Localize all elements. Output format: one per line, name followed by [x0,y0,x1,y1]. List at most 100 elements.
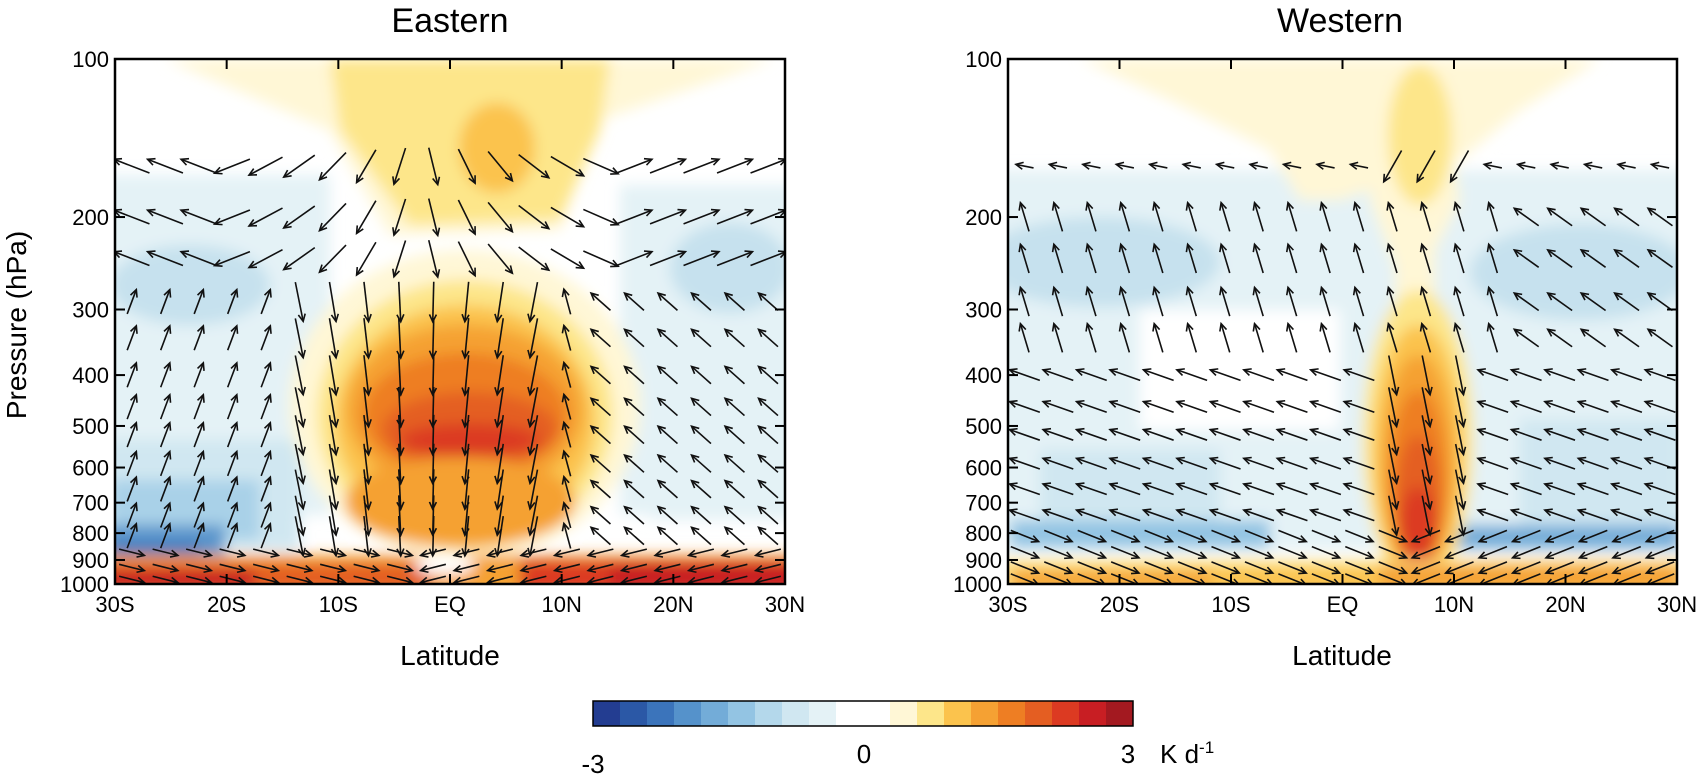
wind-vector [1513,292,1540,312]
wind-vector-head [552,564,563,574]
wind-vector [1647,207,1673,227]
wind-vector-head [1411,578,1419,584]
wind-vector [554,575,581,584]
wind-vector-head [1443,551,1454,560]
wind-vector [453,548,480,557]
wind-vector-head [1643,399,1654,408]
wind-vector-head [230,324,239,334]
wind-vector [226,394,238,420]
wind-vector-head [1219,242,1228,253]
wind-vector-head [1066,578,1073,584]
wind-vector [721,548,748,557]
wind-vector-head [396,350,405,360]
wind-vector-head [1181,161,1192,170]
wind-vector-head [1348,161,1359,170]
wind-vector [657,328,678,348]
wind-vector-head [318,264,328,274]
wind-vector [294,415,304,455]
wind-vector-head [1386,242,1395,253]
wind-vector-head [432,269,441,279]
wind-vector-head [753,549,764,558]
wind-vector-head [1175,456,1185,465]
wind-vector-head [656,291,666,301]
wind-vector-head [777,208,785,217]
wind-vector [355,200,377,234]
wind-vector-head [519,549,530,558]
wind-vector [621,548,648,557]
wind-vector [1513,328,1540,348]
wind-vector-head [1515,161,1526,170]
wind-vector-head [1477,551,1488,560]
wind-vector [1010,545,1039,559]
wind-vector-head [485,564,496,574]
wind-vector [1454,323,1465,353]
wind-vector [363,495,370,536]
wind-vector [328,281,337,322]
wind-vector [363,443,370,484]
wind-vector [1243,483,1275,496]
wind-vector [363,281,370,322]
wind-vector [1445,529,1474,543]
wind-vector-head [1509,427,1520,436]
wind-vector-head [1319,285,1328,296]
wind-vector [1320,323,1331,353]
wind-vector [724,526,745,546]
wind-vector-head [744,250,755,259]
wind-vector [1287,244,1298,274]
wind-vector-head [690,505,700,515]
wind-vector-head [1266,578,1274,584]
wind-vector [1644,483,1676,496]
wind-vector [193,476,205,502]
wind-vector [587,575,614,584]
wind-vector-head [1152,242,1161,253]
wind-vector [1043,529,1073,543]
wind-vector-head [1141,368,1152,377]
wind-vector-head [1613,328,1623,337]
colorbar-cell [809,701,837,726]
wind-vector [159,451,171,477]
wind-vector-head [396,475,405,486]
wind-vector-head [196,421,205,431]
wind-vector [1276,457,1308,470]
wind-vector [1478,561,1508,574]
wind-vector [583,250,619,267]
wind-vector-head [297,527,306,537]
wind-vector-head [432,176,441,187]
colorbar-cell [890,701,918,726]
wind-vector-head [392,268,401,279]
wind-vector [159,476,171,502]
wind-vector [1544,369,1576,382]
wind-vector-head [527,500,536,511]
wind-vector [1550,163,1569,169]
wind-vector [248,156,283,176]
wind-vector [1311,529,1340,543]
colorbar-unit: K d-1 [1160,738,1214,769]
wind-vector [529,281,539,322]
wind-vector [1009,509,1041,522]
wind-vector-head [1453,242,1462,253]
wind-vector-head [1544,535,1555,543]
wind-vector-head [485,549,496,558]
wind-vector-head [1476,368,1486,377]
wind-vector-head [163,361,172,371]
wind-vector-head [297,386,306,397]
wind-vector-head [686,564,697,574]
wind-vector [1143,509,1174,522]
wind-vector-head [1512,207,1523,216]
wind-vector-head [623,505,633,515]
wind-vector [1086,323,1097,353]
wind-vector-head [230,287,239,298]
wind-vector [1276,369,1308,382]
wind-vector-head [263,393,272,403]
wind-vector-head [212,217,223,226]
wind-vector [496,318,505,358]
wind-vector-head [561,360,570,371]
colorbar-cells [593,701,1134,726]
wind-vector [159,502,171,528]
wind-vector [691,506,712,525]
wind-vector [386,563,413,572]
wind-vector-head [1546,207,1556,216]
wind-vector-head [589,505,599,515]
wind-vector-head [1231,566,1242,575]
wind-vector-head [643,250,654,259]
